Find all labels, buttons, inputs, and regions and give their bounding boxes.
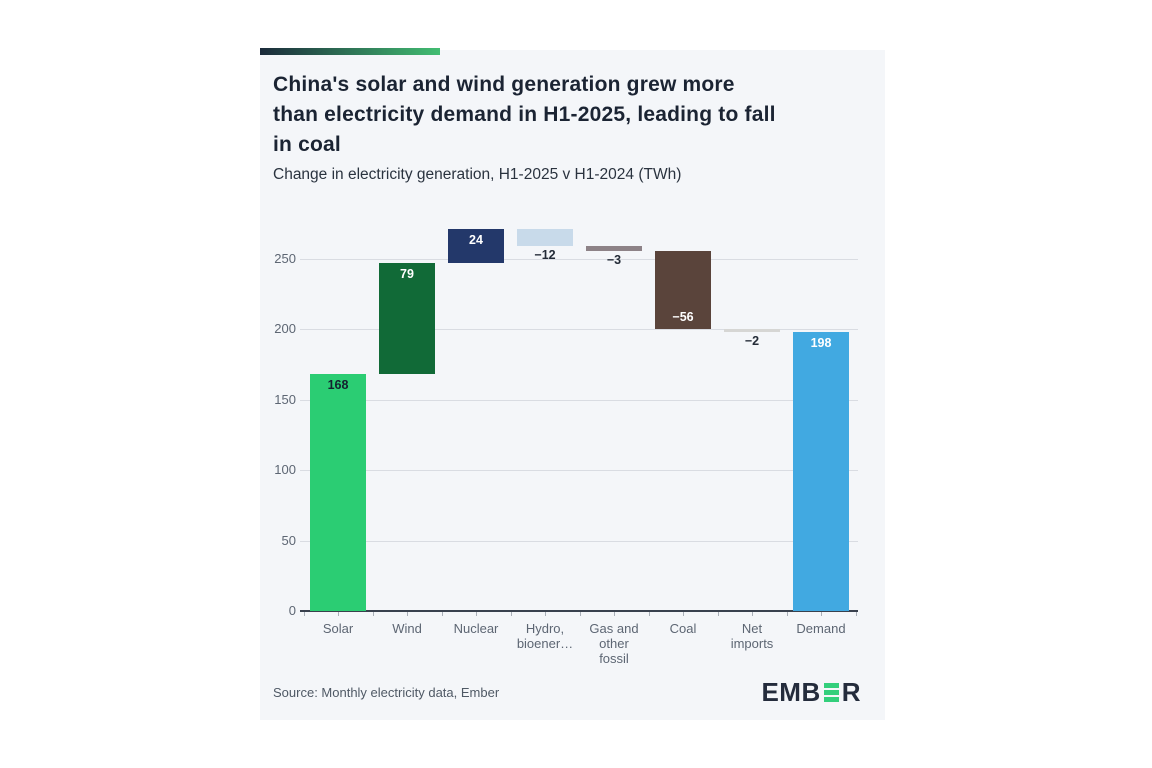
chart-title: China's solar and wind generation grew m… xyxy=(273,70,873,160)
bar-solar[interactable] xyxy=(310,374,366,611)
x-axis-label: Coal xyxy=(645,621,721,636)
x-axis-label-line: fossil xyxy=(599,651,629,666)
chart-title-line: than electricity demand in H1-2025, lead… xyxy=(273,103,776,126)
x-axis-label: Solar xyxy=(300,621,376,636)
bar-value-label: −3 xyxy=(606,252,622,267)
bar-nuclear[interactable] xyxy=(448,229,504,264)
bar-net-imports[interactable] xyxy=(724,329,780,333)
x-axis-tick xyxy=(407,612,408,616)
x-axis-tick xyxy=(579,612,581,616)
y-axis-label: 100 xyxy=(274,462,296,478)
x-axis-label: Wind xyxy=(369,621,445,636)
ember-logo-text: EMB xyxy=(761,677,821,707)
x-axis-label: Demand xyxy=(783,621,859,636)
bar-hydro-bioener[interactable] xyxy=(517,229,573,247)
bar-wind[interactable] xyxy=(379,263,435,375)
ember-logo-text: R xyxy=(841,677,861,707)
x-axis-line xyxy=(300,610,858,612)
bar-value-label: −12 xyxy=(534,248,556,263)
bar-value-label: 24 xyxy=(469,233,483,248)
x-axis-label-line: other xyxy=(599,636,629,651)
bar-demand[interactable] xyxy=(793,332,849,611)
x-axis-label-line: Gas and xyxy=(589,621,639,636)
x-axis-tick xyxy=(510,612,512,616)
gridline xyxy=(300,399,858,401)
x-axis-label-line: Demand xyxy=(796,621,846,636)
x-axis-tick xyxy=(683,612,684,616)
x-axis-tick xyxy=(717,612,719,616)
x-axis-label: Nuclear xyxy=(438,621,514,636)
x-axis-label: Net imports xyxy=(714,621,790,651)
x-axis-tick xyxy=(303,612,305,616)
y-axis-label: 200 xyxy=(274,321,296,337)
bar-gas-and-other-fossil[interactable] xyxy=(586,246,642,251)
gridline xyxy=(300,470,858,472)
x-axis-label-line: imports xyxy=(730,636,774,651)
x-axis-tick xyxy=(614,612,615,616)
bar-coal[interactable] xyxy=(655,250,711,330)
chart-card: China's solar and wind generation grew m… xyxy=(260,48,885,720)
gridline xyxy=(300,329,858,331)
chart-title-line: in coal xyxy=(273,133,341,156)
bar-value-label: −56 xyxy=(672,310,694,325)
logo-green-bar xyxy=(823,697,839,702)
ember-logo-green-e-icon xyxy=(823,683,839,702)
y-axis-label: 50 xyxy=(281,532,296,548)
bar-value-label: 198 xyxy=(810,336,832,351)
accent-gradient-bar xyxy=(260,48,440,55)
x-axis-tick xyxy=(786,612,788,616)
ember-logo: EMB R xyxy=(761,677,861,708)
chart-title-line: China's solar and wind generation grew m… xyxy=(273,73,735,96)
x-axis-label-line: bioener… xyxy=(516,636,574,651)
x-axis-label: Hydro, bioener… xyxy=(507,621,583,651)
gridline xyxy=(300,540,858,542)
y-axis-label: 250 xyxy=(274,251,296,266)
x-axis-tick xyxy=(338,612,339,616)
x-axis-label-line: Coal xyxy=(669,621,697,636)
x-axis-tick xyxy=(648,612,650,616)
gridline xyxy=(300,259,858,260)
x-axis-label-line: Solar xyxy=(322,621,354,636)
logo-green-bar xyxy=(823,683,839,688)
bar-value-label: 168 xyxy=(327,378,349,393)
y-axis-label: 0 xyxy=(288,603,296,618)
x-axis-label-line: Wind xyxy=(392,621,422,636)
x-axis-label: Gas and other fossil xyxy=(576,621,652,666)
x-axis-label-line: Nuclear xyxy=(453,621,499,636)
source-note: Source: Monthly electricity data, Ember xyxy=(273,685,500,700)
x-axis-tick xyxy=(545,612,546,616)
x-axis-label-line: Net xyxy=(741,621,763,636)
x-axis-label-line: Hydro, xyxy=(525,621,565,636)
x-axis-tick xyxy=(855,612,857,616)
y-axis-label: 150 xyxy=(274,391,296,407)
x-axis-tick xyxy=(752,612,753,616)
x-axis-tick xyxy=(372,612,374,616)
logo-green-bar xyxy=(823,690,839,695)
bar-value-label: −2 xyxy=(744,334,760,349)
chart-subtitle: Change in electricity generation, H1-202… xyxy=(273,166,682,183)
footer: Source: Monthly electricity data, Ember … xyxy=(273,677,861,708)
x-axis-tick xyxy=(476,612,477,616)
bar-value-label: 79 xyxy=(400,267,414,282)
x-axis-tick xyxy=(821,612,822,616)
waterfall-chart: 0 50 100 150 200 250 168 Solar 79 Wind 24 Nuclear −1… xyxy=(260,220,885,690)
x-axis-tick xyxy=(441,612,443,616)
